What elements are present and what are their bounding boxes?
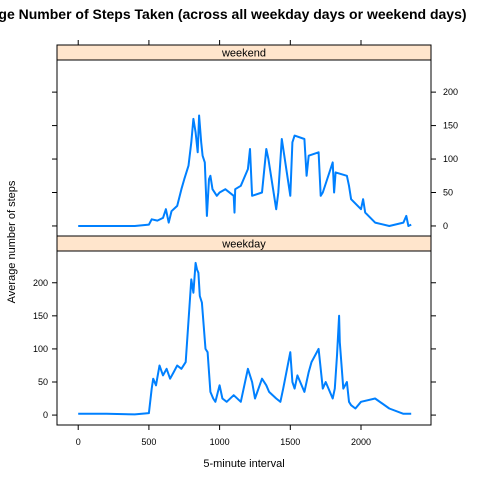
x-tick-label-0: 0 [76,437,81,447]
panel-weekend: weekend 0 50 100 150 200 [52,40,458,237]
x-tick-label-1500: 1500 [280,437,300,447]
panel-border-weekday [56,250,432,426]
y-tick-label-weekday-50: 50 [38,377,48,387]
x-tick-label-1000: 1000 [210,437,230,447]
y-tick-label-weekend-100: 100 [443,154,458,164]
y-tick-label-weekend-50: 50 [443,188,453,198]
chart-title: Average Number of Steps Taken (across al… [0,6,467,22]
series-line-weekend [78,114,412,227]
y-tick-label-weekday-0: 0 [43,410,48,420]
x-tick-label-2000: 2000 [351,437,371,447]
strip-label-weekday: weekday [221,239,266,251]
y-tick-label-weekday-100: 100 [33,344,48,354]
x-axis-label: 5-minute interval [203,458,284,470]
y-tick-label-weekend-150: 150 [443,121,458,131]
y-tick-label-weekend-0: 0 [443,221,448,231]
y-tick-label-weekday-150: 150 [33,311,48,321]
strip-label-weekend: weekend [221,48,266,60]
y-tick-label-weekday-200: 200 [33,278,48,288]
panel-border-weekend [56,59,432,237]
x-tick-label-500: 500 [141,437,156,447]
y-axis-label: Average number of steps [6,180,18,303]
series-line-weekday [78,261,412,416]
y-tick-label-weekend-200: 200 [443,87,458,97]
